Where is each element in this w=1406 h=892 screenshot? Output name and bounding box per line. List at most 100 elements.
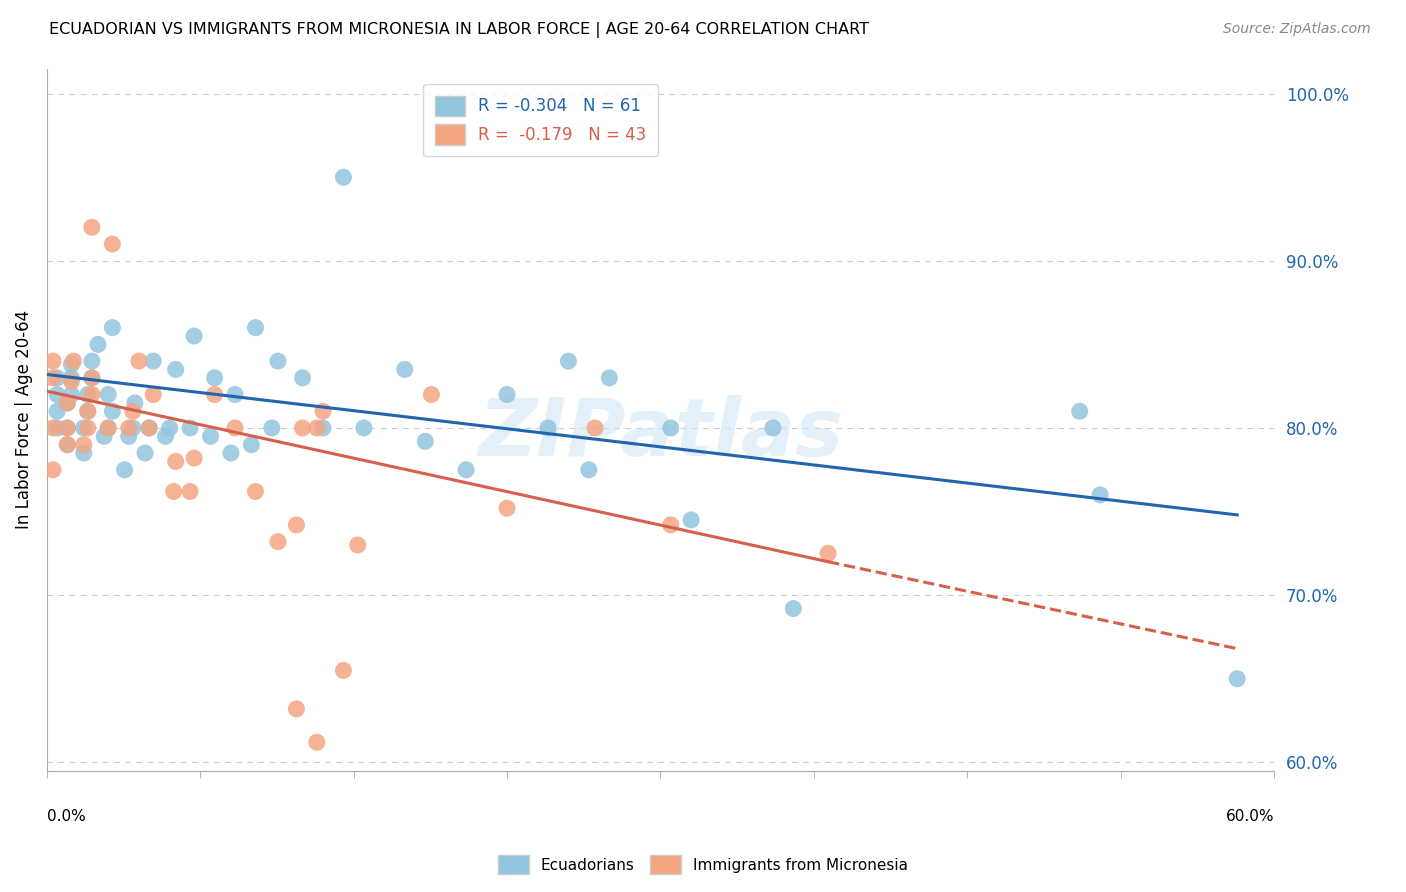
Point — [60, 371, 83, 385]
Point — [42, 354, 65, 368]
Point — [659, 517, 682, 532]
Point — [128, 354, 150, 368]
Point — [87, 337, 110, 351]
Point — [219, 446, 242, 460]
Point — [80, 354, 103, 368]
Point — [97, 421, 120, 435]
Text: 0.0%: 0.0% — [46, 809, 86, 824]
Point — [101, 320, 124, 334]
Point — [260, 421, 283, 435]
Point — [224, 421, 246, 435]
Point — [353, 421, 375, 435]
Point — [80, 371, 103, 385]
Point — [42, 371, 65, 385]
Point — [62, 354, 84, 368]
Point — [456, 463, 478, 477]
Point — [598, 371, 620, 385]
Text: ECUADORIAN VS IMMIGRANTS FROM MICRONESIA IN LABOR FORCE | AGE 20-64 CORRELATION : ECUADORIAN VS IMMIGRANTS FROM MICRONESIA… — [49, 22, 869, 38]
Point — [138, 421, 160, 435]
Point — [124, 396, 146, 410]
Point — [76, 404, 98, 418]
Point — [76, 404, 98, 418]
Point — [496, 501, 519, 516]
Point — [97, 421, 120, 435]
Point — [346, 538, 368, 552]
Point — [56, 421, 79, 435]
Point — [80, 387, 103, 401]
Point — [163, 484, 186, 499]
Point — [114, 463, 136, 477]
Point — [134, 446, 156, 460]
Point — [118, 421, 141, 435]
Point — [93, 429, 115, 443]
Point — [42, 421, 65, 435]
Point — [817, 546, 839, 560]
Point — [46, 404, 69, 418]
Point — [332, 664, 354, 678]
Point — [101, 404, 124, 418]
Point — [267, 354, 290, 368]
Point — [56, 438, 79, 452]
Point — [80, 371, 103, 385]
Point — [240, 438, 263, 452]
Point — [56, 421, 79, 435]
Point — [179, 484, 201, 499]
Point — [46, 387, 69, 401]
Point — [121, 404, 143, 418]
Point — [496, 387, 519, 401]
Point — [42, 463, 65, 477]
Point — [155, 429, 177, 443]
Point — [245, 484, 267, 499]
Point — [681, 513, 703, 527]
Point — [285, 702, 308, 716]
Point — [183, 451, 205, 466]
Point — [204, 387, 226, 401]
Point — [73, 421, 96, 435]
Point — [56, 396, 79, 410]
Point — [183, 329, 205, 343]
Point — [394, 362, 416, 376]
Text: ZIPatlas: ZIPatlas — [478, 394, 844, 473]
Point — [159, 421, 181, 435]
Point — [73, 446, 96, 460]
Point — [1088, 488, 1111, 502]
Point — [56, 396, 79, 410]
Point — [537, 421, 560, 435]
Point — [56, 438, 79, 452]
Point — [305, 421, 328, 435]
Point — [142, 387, 165, 401]
Point — [121, 421, 143, 435]
Point — [138, 421, 160, 435]
Point — [165, 362, 187, 376]
Point — [332, 170, 354, 185]
Point — [578, 463, 600, 477]
Point — [291, 421, 314, 435]
Point — [46, 421, 69, 435]
Legend: Ecuadorians, Immigrants from Micronesia: Ecuadorians, Immigrants from Micronesia — [492, 849, 914, 880]
Point — [659, 421, 682, 435]
Point — [224, 387, 246, 401]
Point — [165, 454, 187, 468]
Point — [1069, 404, 1091, 418]
Point — [583, 421, 606, 435]
Point — [142, 354, 165, 368]
Point — [204, 371, 226, 385]
Point — [179, 421, 201, 435]
Point — [76, 387, 98, 401]
Point — [305, 735, 328, 749]
Point — [291, 371, 314, 385]
Point — [60, 374, 83, 388]
Point — [101, 237, 124, 252]
Point — [312, 421, 335, 435]
Point — [557, 354, 579, 368]
Point — [762, 421, 785, 435]
Point — [60, 387, 83, 401]
Point — [1226, 672, 1249, 686]
Point — [312, 404, 335, 418]
Y-axis label: In Labor Force | Age 20-64: In Labor Force | Age 20-64 — [15, 310, 32, 529]
Legend: R = -0.304   N = 61, R =  -0.179   N = 43: R = -0.304 N = 61, R = -0.179 N = 43 — [423, 84, 658, 156]
Point — [73, 438, 96, 452]
Point — [267, 534, 290, 549]
Point — [413, 434, 436, 449]
Text: 60.0%: 60.0% — [1226, 809, 1274, 824]
